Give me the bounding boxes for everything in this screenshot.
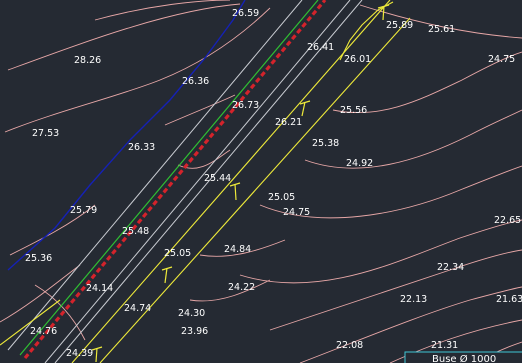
road-alignment[interactable]: [7, 0, 363, 363]
contour-line: [164, 94, 236, 126]
ditch-line[interactable]: [71, 0, 391, 363]
elevation-labels: 26.59 25.89 25.61 26.41 26.01 24.75 28.2…: [25, 8, 522, 359]
contour-line: [269, 249, 522, 331]
elevation-label: 25.89: [386, 20, 413, 31]
road-edge-line[interactable]: [54, 0, 363, 363]
elevation-label: 28.26: [74, 55, 101, 66]
elevation-label: 25.38: [312, 138, 339, 149]
contour-line: [299, 286, 522, 363]
elevation-label: 26.01: [344, 54, 371, 65]
elevation-label: 25.36: [25, 253, 52, 264]
red-centerline[interactable]: [23, 0, 327, 360]
contour-line: [34, 284, 86, 341]
elevation-label: 25.05: [268, 192, 295, 203]
elevation-label: 25.56: [340, 105, 367, 116]
elevation-label: 24.39: [66, 348, 93, 359]
contour-line: [332, 51, 522, 114]
elevation-label: 26.41: [307, 42, 334, 53]
elevation-label: 24.84: [224, 244, 251, 255]
pipe-tag-frame: [404, 351, 522, 363]
elevation-label: 24.75: [283, 207, 310, 218]
elevation-label: 26.59: [232, 8, 259, 19]
elevation-label: 24.75: [488, 54, 515, 65]
contour-line: [304, 109, 522, 169]
road-edge-line[interactable]: [7, 0, 303, 351]
elevation-label: 24.76: [30, 326, 57, 337]
contour-line: [259, 165, 522, 219]
elevation-label: 22.13: [400, 294, 427, 305]
elevation-label: 24.30: [178, 308, 205, 319]
elevation-label: 24.14: [86, 283, 113, 294]
pipe-tag-label: Buse Ø 1000: [432, 353, 496, 363]
elevation-label: 23.96: [181, 326, 208, 337]
elevation-label: 22.08: [336, 340, 363, 351]
slope-symbol-icon: [161, 266, 173, 284]
ditch-line[interactable]: [339, 1, 394, 61]
slope-symbol-icon: [299, 100, 311, 117]
elevation-label: 21.31: [431, 340, 458, 351]
road-edge-line[interactable]: [44, 0, 351, 363]
elevation-label: 25.61: [428, 24, 455, 35]
contour-line: [0, 264, 81, 323]
contour-line: [9, 204, 96, 256]
contour-line: [7, 3, 241, 71]
slope-symbol-icon: [229, 182, 241, 201]
contour-line: [94, 0, 231, 21]
elevation-label: 26.36: [182, 76, 209, 87]
elevation-label: 24.92: [346, 158, 373, 169]
elevation-label: 26.73: [232, 100, 259, 111]
elevation-label: 21.63: [496, 294, 522, 305]
slope-symbol-icon: [377, 4, 390, 21]
ditch-line[interactable]: [99, 17, 411, 363]
green-axis-line[interactable]: [19, 0, 319, 356]
blue-boundary-line[interactable]: [7, 0, 246, 271]
contour-line: [389, 319, 522, 363]
pipe-tag[interactable]: Buse Ø 1000: [404, 351, 522, 363]
elevation-label: 22.34: [437, 262, 464, 273]
ditch-lines[interactable]: [0, 0, 411, 363]
ditch-line[interactable]: [0, 299, 61, 346]
elevation-label: 27.53: [32, 128, 59, 139]
elevation-label: 26.21: [275, 117, 302, 128]
elevation-label: 25.48: [122, 226, 149, 237]
slope-symbol-icon: [91, 346, 103, 363]
elevation-label: 24.74: [124, 303, 151, 314]
elevation-label: 25.05: [164, 248, 191, 259]
elevation-label: 26.33: [128, 142, 155, 153]
elevation-label: 25.44: [204, 173, 231, 184]
slope-symbols: [91, 4, 390, 363]
contour-line: [4, 7, 271, 133]
contour-line: [239, 219, 522, 284]
elevation-label: 25.79: [70, 205, 97, 216]
elevation-label: 22.65: [494, 215, 521, 226]
contour-line: [189, 279, 271, 302]
contour-line: [199, 239, 286, 257]
elevation-label: 24.22: [228, 282, 255, 293]
